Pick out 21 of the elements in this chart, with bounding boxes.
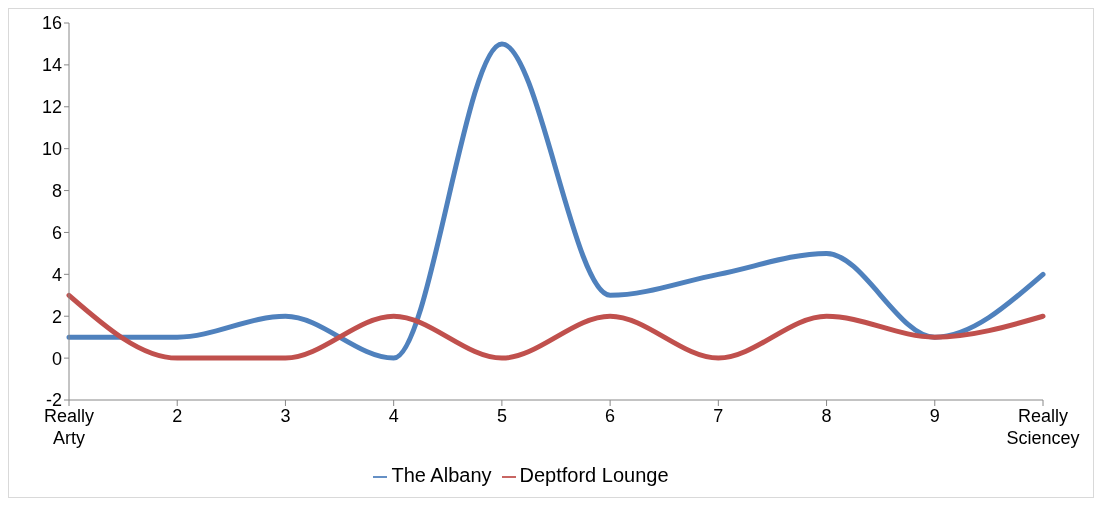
x-tick-label: 2 xyxy=(172,406,183,426)
x-tick-label: 8 xyxy=(821,406,832,426)
x-tick-label: 7 xyxy=(713,406,724,426)
x-tick-label: 5 xyxy=(496,406,507,426)
y-tick-label: 14 xyxy=(41,55,62,76)
x-tick-label: 9 xyxy=(929,406,940,426)
x-tick-label: 3 xyxy=(280,406,291,426)
y-tick-label: 10 xyxy=(41,139,62,160)
legend-label: The Albany xyxy=(391,464,492,486)
y-tick-label: 2 xyxy=(51,306,62,327)
y-tick-label: 8 xyxy=(51,180,62,201)
x-tick-label: 4 xyxy=(388,406,399,426)
x-tick-label: Really Sciencey xyxy=(1006,406,1080,448)
legend-label: Deptford Lounge xyxy=(519,464,669,486)
y-tick-label: 4 xyxy=(51,264,62,285)
y-tick-label: 0 xyxy=(51,348,62,369)
y-tick-label: 12 xyxy=(41,97,62,118)
x-tick-label: 6 xyxy=(605,406,616,426)
x-tick-label: Really Arty xyxy=(43,406,95,448)
y-tick-label: 16 xyxy=(41,13,62,34)
y-tick-label: 6 xyxy=(51,222,62,243)
